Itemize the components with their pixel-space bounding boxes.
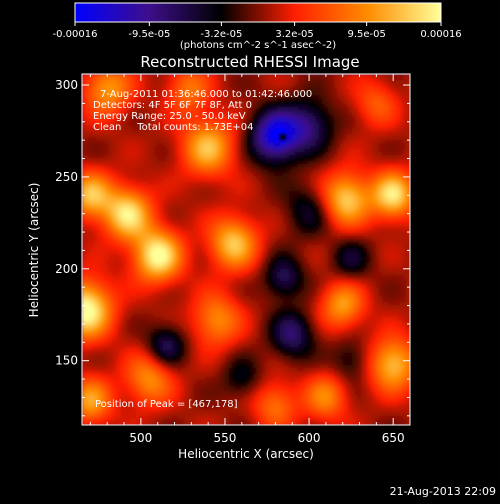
colorbar-tick-label: -9.5e-05 xyxy=(128,29,170,40)
colorbar-tick-label: 9.5e-05 xyxy=(347,29,385,40)
chart-title: Reconstructed RHESSI Image xyxy=(140,53,359,71)
colorbar-ticks: -0.00016 -9.5e-05 -3.2e-05 3.2e-05 9.5e-05 0.… xyxy=(53,22,462,40)
colorbar: -0.00016 -9.5e-05 -3.2e-05 3.2e-05 9.5e-05 0.… xyxy=(53,3,462,51)
colorbar-tick-label: 3.2e-05 xyxy=(275,29,313,40)
colorbar-units: (photons cm^-2 s^-1 asec^-2) xyxy=(180,40,336,51)
colorbar-gradient xyxy=(75,3,441,22)
colorbar-tick-label: -3.2e-05 xyxy=(200,29,242,40)
colorbar-tick-label: 0.00016 xyxy=(420,29,461,40)
colorbar-tick-label: -0.00016 xyxy=(53,29,98,40)
